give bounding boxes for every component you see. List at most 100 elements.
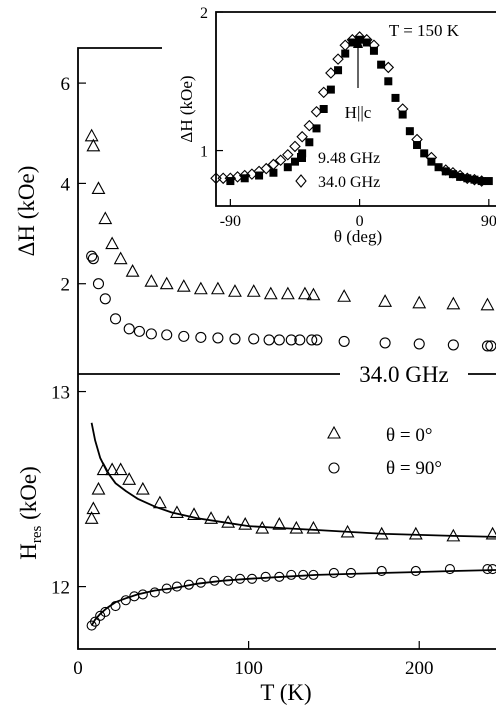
inset-filled-square-point bbox=[341, 49, 350, 58]
inset-filled-square-point bbox=[362, 38, 371, 47]
top-circle-point bbox=[447, 339, 459, 351]
bottom-circle-point bbox=[286, 569, 297, 580]
top-circle-point bbox=[195, 331, 207, 343]
top-triangle-point bbox=[412, 295, 427, 309]
inset-temperature-annotation: T = 150 K bbox=[389, 21, 460, 40]
bottom-triangle-point bbox=[96, 462, 111, 476]
bottom-circle-point bbox=[195, 577, 206, 588]
inset-filled-square-point bbox=[269, 168, 278, 177]
top-y-tick-label: 6 bbox=[61, 74, 71, 95]
bottom-circle-point bbox=[345, 567, 357, 578]
inset-y-tick-label: 2 bbox=[200, 5, 208, 22]
bottom-y-tick-label: 13 bbox=[51, 383, 70, 404]
top-triangle-point bbox=[91, 181, 106, 194]
top-triangle-point bbox=[210, 281, 225, 295]
inset-filled-square-point bbox=[283, 163, 292, 172]
bottom-triangle-point bbox=[91, 481, 106, 495]
inset-diamond-point bbox=[274, 154, 287, 167]
inset-filled-square-point bbox=[484, 177, 493, 186]
x-tick-label: 100 bbox=[234, 658, 263, 679]
bottom-plot-area: 12 13 0 100 200 bbox=[51, 383, 496, 679]
inset-filled-square-point bbox=[298, 149, 307, 158]
bottom-circle-point bbox=[120, 595, 131, 606]
inset-filled-square-point bbox=[290, 157, 299, 166]
bottom-circle-point bbox=[95, 610, 106, 621]
top-triangle-point bbox=[176, 279, 191, 292]
frequency-label-background bbox=[340, 362, 468, 386]
top-triangle-point bbox=[193, 281, 208, 295]
x-tick-label: 0 bbox=[73, 658, 83, 679]
top-triangle-point bbox=[159, 276, 174, 290]
inset-legend-marker-diamond bbox=[295, 174, 307, 188]
hres-main: H bbox=[16, 543, 41, 560]
inset-legend-label-34-0: 34.0 GHz bbox=[318, 174, 380, 191]
inset-filled-square-point bbox=[255, 171, 264, 180]
top-y-tick-label: 2 bbox=[61, 275, 71, 296]
bottom-triangle-point bbox=[238, 517, 253, 530]
top-circle-point bbox=[311, 334, 323, 346]
bottom-circle-point bbox=[328, 567, 339, 578]
inset-diamond-point bbox=[475, 175, 488, 187]
inset-diamond-point bbox=[224, 172, 237, 185]
inset-diamond-point bbox=[289, 140, 301, 153]
inset-filled-square-point bbox=[477, 177, 486, 186]
top-circle-point bbox=[161, 329, 173, 341]
inset-filled-square-point bbox=[348, 38, 357, 47]
inset-diamond-point bbox=[282, 148, 294, 161]
inset-filled-square-point bbox=[463, 174, 472, 183]
bottom-panel-frame bbox=[77, 374, 496, 650]
inset-diamond-point bbox=[425, 151, 438, 164]
bottom-triangle-point bbox=[446, 528, 461, 542]
bottom-triangle-point bbox=[113, 462, 128, 476]
top-triangle-point bbox=[98, 211, 113, 225]
inset-filled-square-point bbox=[420, 149, 429, 158]
inset-filled-square-point bbox=[319, 105, 328, 113]
inset-filled-square-point bbox=[240, 174, 249, 183]
inset-diamond-point bbox=[454, 169, 466, 182]
inset-filled-square-point bbox=[434, 163, 443, 172]
bottom-circle-point bbox=[410, 565, 421, 577]
inset-diamond-point bbox=[310, 105, 323, 118]
top-circle-point bbox=[248, 333, 260, 345]
top-triangle-point bbox=[144, 274, 159, 287]
top-panel-frame bbox=[77, 47, 162, 374]
bottom-circle-point bbox=[487, 563, 496, 575]
inset-legend: 9.48 GHz 34.0 GHz bbox=[295, 150, 380, 191]
inset-x-axis-label: θ (deg) bbox=[334, 227, 382, 246]
legend-label-theta-90: θ = 90° bbox=[386, 458, 442, 479]
bottom-y-axis-label: Hres (kOe) bbox=[16, 466, 45, 560]
bottom-circle-point bbox=[235, 573, 246, 584]
top-circle-point bbox=[413, 338, 425, 350]
bottom-circle-point bbox=[444, 563, 455, 575]
top-triangle-point bbox=[378, 294, 393, 307]
top-circle-point bbox=[133, 325, 145, 337]
bottom-circle-point bbox=[209, 575, 220, 586]
inset-legend-marker-square bbox=[297, 153, 306, 162]
inset-y-axis-label: ΔH (kOe) bbox=[177, 75, 196, 142]
bottom-circle-point bbox=[260, 571, 271, 582]
top-circle-point bbox=[109, 313, 122, 325]
inset-filled-square-point bbox=[405, 127, 414, 136]
inset-filled-square-point bbox=[326, 85, 335, 94]
top-triangle-point bbox=[246, 284, 261, 297]
bottom-circle-point bbox=[298, 569, 309, 580]
inset-filled-square-point bbox=[305, 138, 314, 147]
top-circle-point bbox=[92, 278, 105, 290]
inset-diamond-point bbox=[439, 164, 452, 176]
inset-diamond-point bbox=[396, 103, 409, 115]
inset-frame bbox=[215, 11, 496, 207]
top-triangle-point bbox=[297, 286, 312, 300]
bottom-triangle-point bbox=[255, 520, 270, 534]
inset-diamond-point bbox=[360, 33, 373, 46]
inset-diamond-point bbox=[303, 119, 316, 132]
fit-line-theta-0 bbox=[90, 422, 496, 538]
inset-diamond-point bbox=[317, 86, 330, 99]
bottom-circle-point bbox=[171, 581, 183, 592]
top-circle-point bbox=[379, 337, 391, 349]
top-circle-point bbox=[178, 330, 190, 342]
top-circle-point bbox=[229, 333, 241, 345]
top-circle-point bbox=[263, 334, 275, 346]
inset-plot-area: 1 2 -90 0 90 bbox=[200, 5, 496, 230]
inset-filled-square-point bbox=[334, 66, 343, 75]
top-circle-point bbox=[306, 334, 318, 346]
